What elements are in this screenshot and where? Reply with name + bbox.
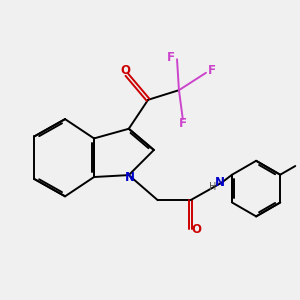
Text: O: O bbox=[191, 223, 201, 236]
Text: H: H bbox=[209, 182, 217, 192]
Text: N: N bbox=[124, 170, 134, 184]
Text: F: F bbox=[167, 51, 175, 64]
Text: N: N bbox=[214, 176, 224, 189]
Text: F: F bbox=[179, 117, 187, 130]
Text: F: F bbox=[208, 64, 216, 77]
Text: O: O bbox=[120, 64, 130, 76]
